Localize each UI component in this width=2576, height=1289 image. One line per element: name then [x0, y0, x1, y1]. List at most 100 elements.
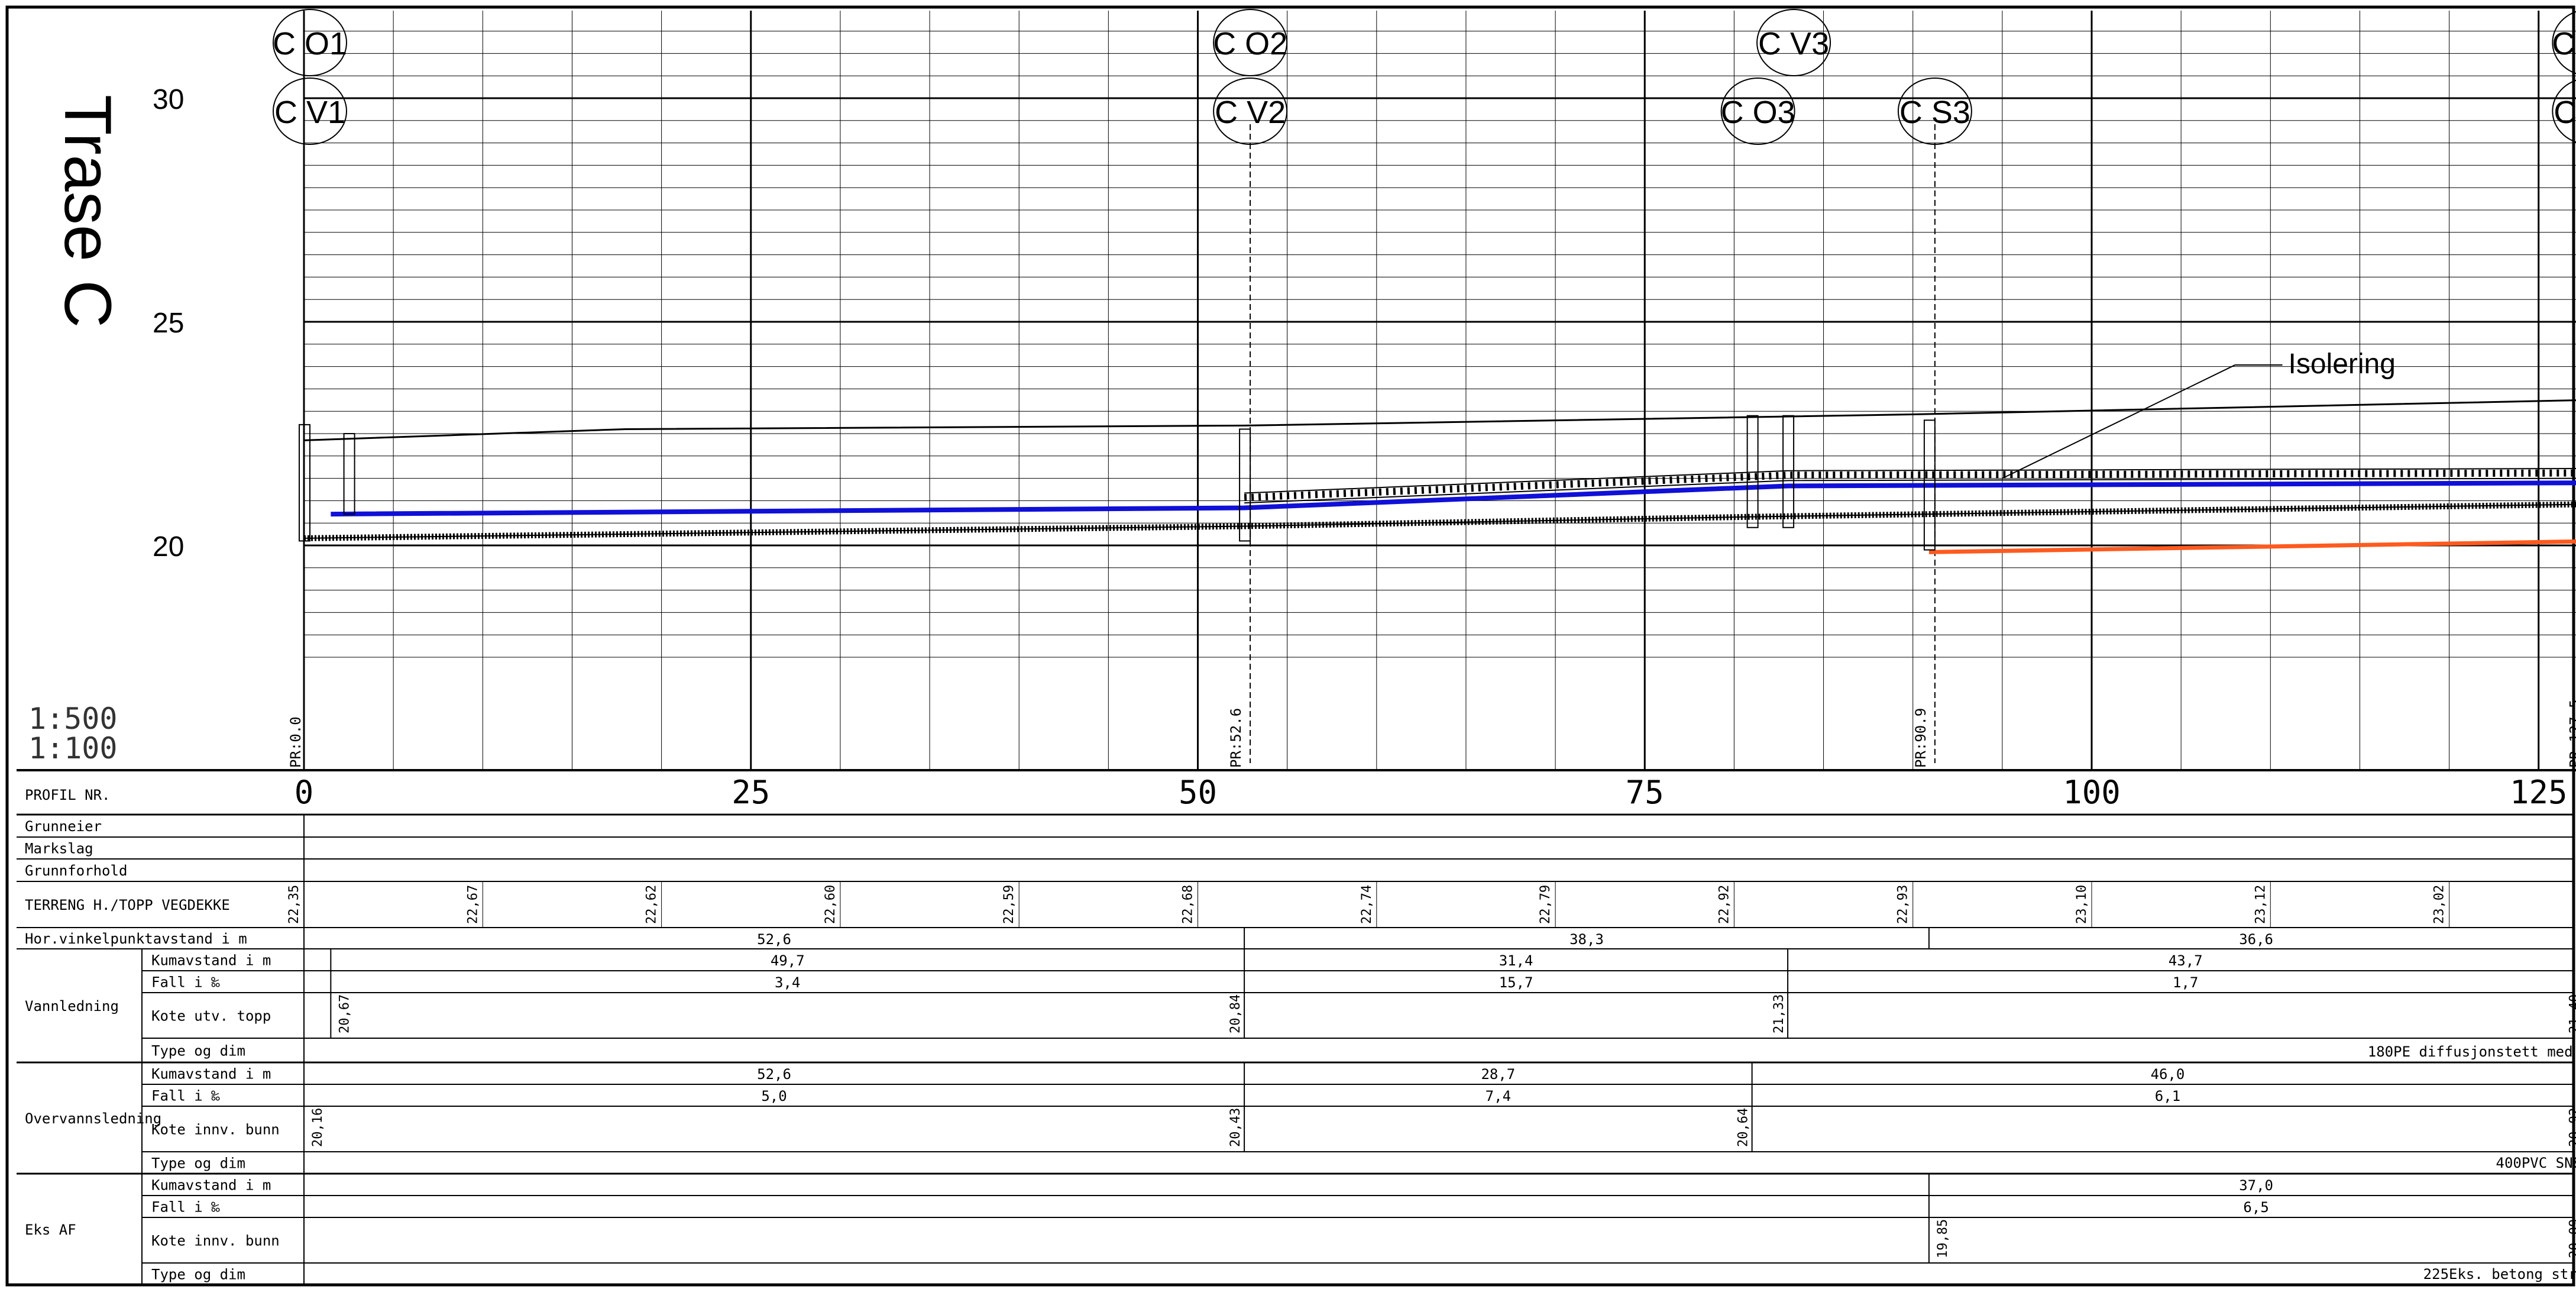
- kote-value: 20,84: [1228, 994, 1243, 1033]
- manhole-bubble: [1897, 77, 1972, 145]
- chainage-tick-label: 50: [1179, 774, 1217, 811]
- terrain-value: 23,12: [2253, 885, 2268, 924]
- annotation-leader: [2002, 364, 2235, 479]
- manhole-label: C S4: [2554, 95, 2576, 130]
- table-row-label: PROFIL NR.: [25, 787, 111, 803]
- terrain-value: 23,10: [2075, 885, 2089, 924]
- hor-distance-value: 52,6: [757, 931, 791, 948]
- terrain-value: 22,59: [1002, 885, 1017, 924]
- terrain-value: 22,92: [1717, 885, 1732, 924]
- manhole-bubble: [273, 9, 347, 76]
- table-sub-label: Fall i ‰: [151, 974, 220, 991]
- kote-value: 20,64: [1736, 1108, 1751, 1147]
- kote-value: 20,92: [2567, 1108, 2576, 1147]
- table-group-label: Vannledning: [25, 998, 119, 1015]
- terrain-value: 22,35: [287, 885, 302, 924]
- chainage-tick-label: 100: [2063, 774, 2121, 811]
- table-sub-label: Fall i ‰: [151, 1088, 220, 1104]
- kumavstand-value: 37,0: [2239, 1177, 2273, 1194]
- elevation-tick-label: 30: [153, 84, 184, 115]
- table-row-label: TERRENG H./TOPP VEGDEKKE: [25, 897, 230, 913]
- terrain-value: 22,67: [465, 885, 480, 924]
- horizontal-scale: 1:500: [28, 702, 118, 736]
- table-sub-label: Kote innv. bunn: [151, 1233, 280, 1249]
- hor-distance-value: 36,6: [2239, 931, 2273, 948]
- manhole-bubble: [273, 77, 347, 145]
- fall-value: 5,0: [761, 1088, 787, 1104]
- table-sub-label: Kote innv. bunn: [151, 1122, 280, 1138]
- table-row-label: Markslag: [25, 841, 93, 857]
- manhole-shaft: [1923, 419, 1936, 551]
- pipe-profiles: [303, 399, 2576, 554]
- terrain-line: [303, 399, 2576, 441]
- manhole-bubble: [1213, 77, 1288, 145]
- manhole-label: C V2: [1215, 95, 1286, 130]
- table-sub-label: Type og dim: [151, 1043, 245, 1059]
- pipe-type-value: 225Eks. betong strømpeforet: [2423, 1266, 2576, 1282]
- pipe-type-value: 180PE diffusjonstett med PP-kappe SDR 11: [2368, 1044, 2576, 1060]
- existing-sewer-line: [1928, 539, 2576, 554]
- terrain-value: 22,79: [1538, 885, 1553, 924]
- pr-station-label: PR:127.5: [2567, 699, 2576, 768]
- kote-value: 20,16: [310, 1108, 325, 1147]
- kote-value: 21,40: [2567, 994, 2576, 1033]
- water-pipe-line: [331, 480, 2576, 517]
- kumavstand-value: 31,4: [1499, 952, 1533, 969]
- insulation-edge: [1244, 468, 2576, 494]
- pipe-type-value: 400PVC SN8: [2496, 1155, 2576, 1171]
- manhole-bubble: [1756, 9, 1831, 76]
- manhole-label: C S3: [1899, 95, 1970, 130]
- manhole-label: C O2: [1213, 26, 1287, 62]
- chainage-tick-label: 0: [295, 774, 314, 811]
- pr-station-label: PR:52.6: [1228, 708, 1244, 768]
- elevation-tick-label: 25: [153, 308, 184, 339]
- kumavstand-value: 49,7: [771, 952, 805, 969]
- kumavstand-value: 28,7: [1481, 1066, 1515, 1083]
- manhole-label: C O4: [2552, 26, 2576, 62]
- fall-value: 6,5: [2243, 1199, 2268, 1216]
- table-sub-label: Kumavstand i m: [151, 1177, 271, 1194]
- manhole-bubble: [1720, 77, 1795, 145]
- manhole-shaft: [299, 424, 310, 542]
- drawing-title: Trase C: [51, 95, 125, 328]
- manhole-bubble: [2552, 11, 2576, 75]
- kote-value: 20,09: [2567, 1219, 2576, 1258]
- kote-value: 19,85: [1936, 1219, 1950, 1258]
- elevation-tick-label: 20: [153, 531, 184, 563]
- chainage-tick-label: 25: [732, 774, 770, 811]
- terrain-value: 23,02: [2432, 885, 2447, 924]
- terrain-value: 22,74: [1360, 885, 1374, 924]
- kumavstand-value: 52,6: [757, 1066, 791, 1083]
- manhole-label: C V1: [274, 95, 345, 130]
- table-group-label: Eks AF: [25, 1222, 76, 1238]
- manhole-markers: C O1C V1C O2C V2C V3C O3C S3C O4C S4C V5…: [273, 9, 2576, 551]
- table-sub-label: Kumavstand i m: [151, 1066, 271, 1083]
- terrain-value: 22,60: [823, 885, 838, 924]
- table-group-label: Overvannsledning: [25, 1110, 161, 1127]
- manhole-bubble: [2552, 79, 2576, 143]
- table-row-label: Grunnforhold: [25, 862, 127, 879]
- table-row-label: Grunneier: [25, 818, 102, 835]
- manhole-label: C V3: [1758, 26, 1829, 62]
- fall-value: 1,7: [2173, 974, 2198, 991]
- table-sub-label: Kumavstand i m: [151, 952, 271, 969]
- chainage-tick-label: 75: [1626, 774, 1664, 811]
- insulation-edge: [1244, 477, 2576, 504]
- manhole-label: C O3: [1721, 95, 1795, 130]
- manhole-shaft: [1746, 415, 1759, 528]
- table-sub-label: Type og dim: [151, 1267, 245, 1283]
- kumavstand-value: 43,7: [2169, 952, 2203, 969]
- manhole-bubble: [1213, 9, 1288, 76]
- annotation-text: Isolering: [2289, 348, 2396, 380]
- axis-labels: 3025200255075100125150175200225250PR:0.0…: [153, 84, 2576, 811]
- terrain-value: 22,62: [645, 885, 659, 924]
- vertical-scale: 1:100: [28, 731, 118, 765]
- manhole-shaft: [1782, 415, 1795, 528]
- terrain-value: 22,93: [1896, 885, 1911, 924]
- fall-value: 3,4: [775, 974, 800, 991]
- chainage-tick-label: 125: [2510, 774, 2568, 811]
- manhole-shaft: [1239, 428, 1251, 542]
- table-row-label: Hor.vinkelpunktavstand i m: [25, 931, 247, 947]
- fall-value: 7,4: [1486, 1088, 1511, 1104]
